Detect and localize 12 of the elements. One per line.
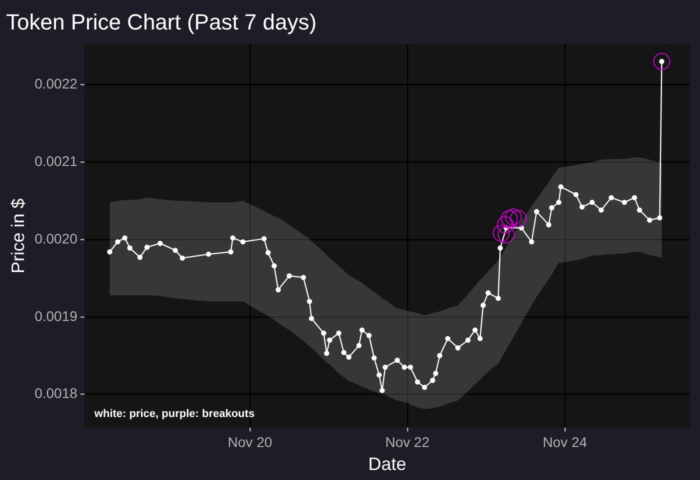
y-tick-label: 0.0020 [34, 230, 78, 246]
y-tick-label: 0.0018 [34, 385, 78, 402]
y-tick-label: 0.0019 [34, 308, 78, 324]
y-tick-label: 0.0022 [34, 76, 78, 92]
x-tick-label: Nov 22 [385, 434, 430, 450]
x-axis-title: Date [368, 454, 406, 474]
annotation: white: price, purple: breakouts [93, 408, 255, 420]
y-tick-label: 0.0021 [34, 152, 78, 169]
x-tick-label: Nov 24 [542, 434, 588, 450]
y-axis-title: Price in $ [8, 198, 28, 274]
x-tick-label: Nov 20 [228, 434, 272, 450]
chart-title: Token Price Chart (Past 7 days) [6, 9, 317, 34]
